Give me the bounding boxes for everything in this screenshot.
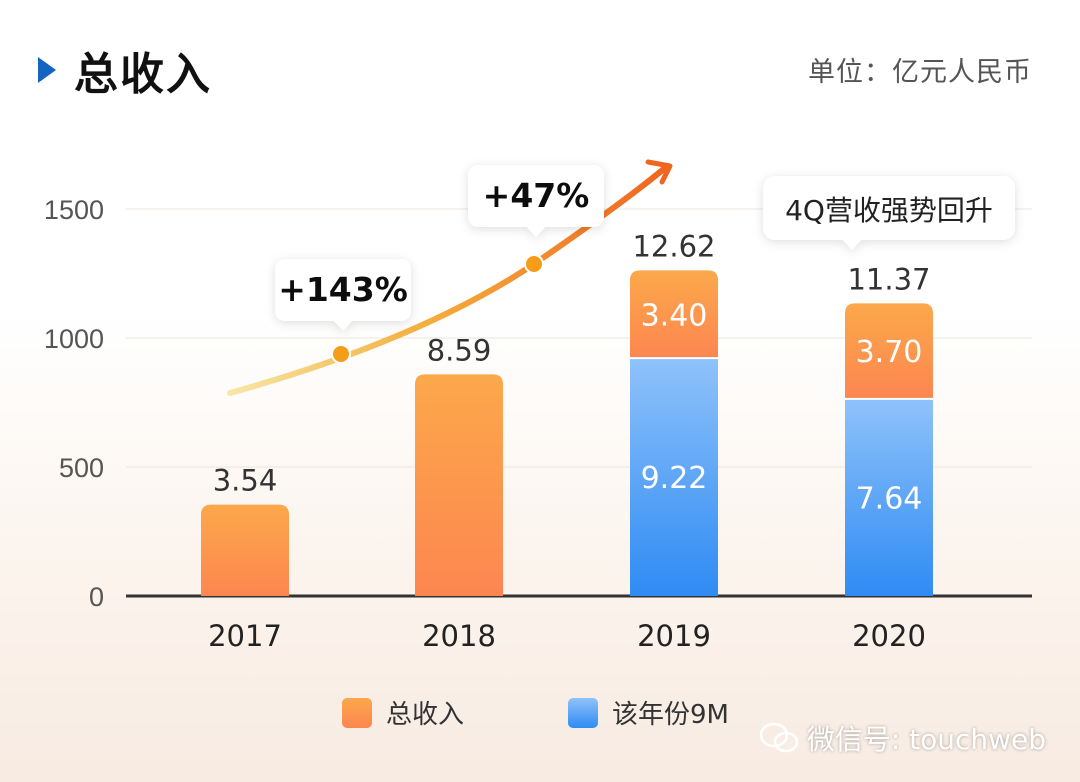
legend-swatch-total <box>342 697 372 728</box>
annotation-pointer <box>842 239 862 250</box>
segment-label-total-2020: 3.70 <box>856 335 923 370</box>
y-tick-label: 0 <box>89 582 104 612</box>
x-tick-label-2017: 2017 <box>208 619 282 653</box>
y-tick-label: 1000 <box>44 324 104 354</box>
x-tick-label-2018: 2018 <box>422 619 496 653</box>
callout-growth-2018: +143% <box>275 259 411 331</box>
page-title: 总收入 <box>74 49 212 100</box>
unit-label: 单位：亿元人民币 <box>808 57 1032 88</box>
total-label-2020: 11.37 <box>847 262 930 296</box>
arrow-head-icon <box>645 159 673 185</box>
annotation-2020: 4Q营收强势回升 <box>763 176 1015 250</box>
callout-label: +47% <box>483 176 590 215</box>
segment-label-9m-2020: 7.64 <box>856 481 923 516</box>
legend-9m: 该年份9M <box>568 694 729 731</box>
bar-9m-2019 <box>630 358 718 596</box>
header: 总收入 <box>38 38 212 102</box>
y-tick-label: 1500 <box>44 195 104 225</box>
x-tick-label-2020: 2020 <box>852 619 926 653</box>
bar-total-2017 <box>201 504 289 596</box>
bar-total-2018 <box>415 374 503 596</box>
legend-label-total: 总收入 <box>386 700 465 730</box>
legend-swatch-9m <box>568 697 598 728</box>
growth-point <box>331 344 351 364</box>
x-tick-label-2019: 2019 <box>637 619 711 653</box>
callout-growth-2019: +47% <box>468 165 604 237</box>
callout-label: +143% <box>278 270 408 309</box>
segment-label-9m-2019: 9.22 <box>641 461 708 496</box>
wechat-icon <box>759 722 799 753</box>
callout-box <box>468 165 604 227</box>
annotation-label: 4Q营收强势回升 <box>785 194 993 227</box>
total-label-2017: 3.54 <box>213 464 278 498</box>
bar-9m-2020 <box>845 398 933 596</box>
bar-total-2019 <box>630 270 718 359</box>
legend-total: 总收入 <box>342 694 464 731</box>
bar-total-2020 <box>845 303 933 399</box>
total-label-2019: 12.62 <box>632 229 715 263</box>
callout-box <box>275 259 411 321</box>
y-tick-label: 500 <box>59 453 104 483</box>
callout-pointer <box>333 320 353 331</box>
watermark: 微信号: touchweb <box>759 718 1046 758</box>
growth-point <box>524 254 544 274</box>
annotation-box <box>763 176 1015 240</box>
legend-label-9m: 该年份9M <box>612 700 729 730</box>
segment-label-total-2019: 3.40 <box>641 298 708 333</box>
play-triangle-icon <box>38 57 56 83</box>
watermark-text: 微信号: touchweb <box>806 723 1046 756</box>
growth-curve <box>227 165 668 396</box>
total-label-2018: 8.59 <box>427 333 492 367</box>
callout-pointer <box>526 226 546 237</box>
